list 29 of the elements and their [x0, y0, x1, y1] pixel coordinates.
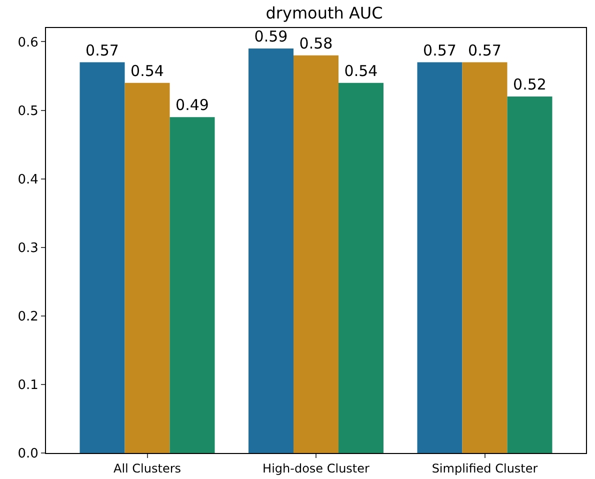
chart-title: drymouth AUC	[266, 3, 383, 22]
bar	[294, 55, 338, 453]
bar	[248, 48, 294, 453]
data-label: 0.49	[176, 96, 209, 114]
bar	[124, 82, 170, 453]
bar	[80, 62, 125, 453]
data-label: 0.58	[299, 34, 333, 52]
data-label: 0.54	[130, 62, 164, 80]
data-label: 0.52	[513, 76, 546, 94]
y-tick-label: 0.0	[18, 446, 38, 462]
y-tick-label: 0.1	[18, 378, 38, 393]
bar	[462, 62, 508, 453]
data-label: 0.57	[468, 41, 502, 60]
x-tick-label: High-dose Cluster	[262, 461, 370, 476]
data-label: 0.57	[86, 41, 119, 60]
bar	[417, 62, 462, 453]
x-tick-label: Simplified Cluster	[432, 461, 538, 476]
bar	[170, 117, 215, 453]
bar	[507, 96, 552, 453]
data-label: 0.57	[423, 41, 456, 60]
y-tick-label: 0.6	[18, 35, 38, 50]
data-label: 0.54	[344, 62, 378, 80]
y-tick-label: 0.2	[18, 309, 38, 324]
y-tick-label: 0.5	[18, 104, 38, 119]
x-tick-label: All Clusters	[113, 461, 182, 476]
y-tick-label: 0.4	[18, 172, 38, 188]
data-label: 0.59	[254, 28, 288, 46]
bar	[338, 82, 384, 453]
y-tick-label: 0.3	[18, 240, 38, 256]
